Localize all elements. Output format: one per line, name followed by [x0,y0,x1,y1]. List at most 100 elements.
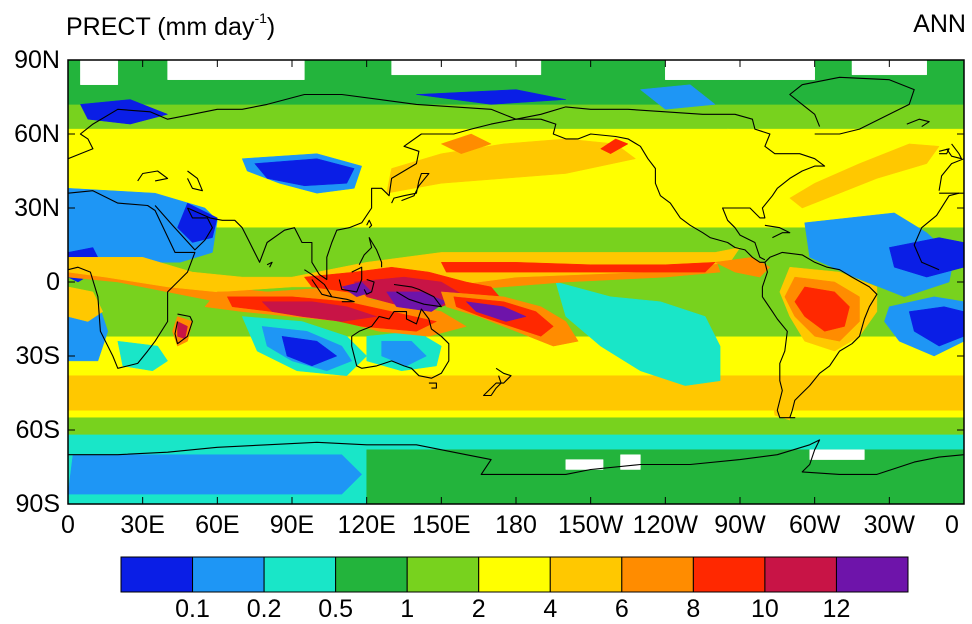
coastline-24 [764,224,791,239]
lat-label-2: 30N [14,194,60,222]
colorbar-swatch-8 [692,556,766,593]
season-label: ANN [913,10,966,38]
units-suffix: ) [266,13,276,41]
coastlines [68,76,964,475]
precip-region-62 [391,60,542,76]
coastline-27 [68,439,964,475]
lat-label-6: 90S [15,490,60,518]
colorbar-label-4: 2 [471,595,486,623]
colorbar-swatch-10 [835,556,909,593]
precip-region-65 [809,449,865,460]
colorbar-swatch-6 [549,556,623,593]
precip-region-53 [794,286,850,332]
coastline-29 [938,148,950,155]
lon-label-9: 90W [714,511,766,539]
plot-title: PRECT (mm day-1) [66,2,275,43]
coastline-4 [187,118,517,281]
precip-region-11 [727,128,816,169]
colorbar-label-3: 1 [400,595,415,623]
colorbar-label-6: 6 [614,595,629,623]
precipitation-field [68,60,964,504]
precip-region-28 [908,306,964,347]
colorbar-label-9: 12 [822,595,851,623]
coastline-18 [428,382,437,389]
units-prefix: (mm day [157,13,255,41]
axis-ticks [67,59,965,505]
colorbar-label-2: 0.5 [318,595,353,623]
precip-region-16 [254,158,355,187]
coastline-15 [363,278,375,295]
precip-region-8 [68,454,363,495]
precip-region-18 [416,89,566,105]
coastline-2 [913,192,960,271]
coastline-11 [358,237,383,268]
colorbar-swatch-7 [621,556,694,593]
coastline-7 [137,170,169,182]
precip-region-66 [565,459,604,470]
colorbar-swatch-2 [263,556,337,593]
precip-region-26 [555,281,721,386]
precip-region-63 [665,60,815,80]
coastline-8 [187,170,203,192]
precip-region-4 [68,375,964,411]
precip-region-22 [888,237,964,278]
lon-label-11: 30W [863,511,916,539]
coastline-19 [483,367,512,397]
colorbar-swatch-0 [120,556,194,593]
colorbar-label-8: 10 [751,595,779,623]
coastline-23 [515,106,826,261]
coastline-28 [946,143,963,160]
coastline-6 [938,158,964,191]
coastline-26 [761,251,878,419]
lon-label-10: 60W [788,511,841,539]
colorbar-swatch-5 [478,556,551,593]
coastline-16 [393,283,442,308]
coastline-13 [331,296,355,303]
precip-region-58 [600,138,629,154]
colorbar [120,556,909,593]
colorbar-label-0: 0.1 [175,595,210,623]
lat-label-0: 90N [14,46,60,74]
colorbar-label-1: 0.2 [246,595,282,623]
lat-label-3: 0 [46,268,60,296]
precip-region-21 [804,212,955,298]
precip-region-14 [177,202,218,243]
precip-region-64 [851,60,927,76]
lon-label-2: 60E [195,511,240,539]
coastline-20 [174,313,193,345]
colorbar-label-7: 8 [686,595,701,623]
precip-region-19 [639,84,716,110]
units-exponent: -1 [254,10,267,26]
colorbar-swatch-9 [764,556,837,593]
precip-region-48 [465,301,527,322]
coastline-9 [391,172,430,204]
lat-label-4: 30S [15,342,60,370]
precip-region-49 [440,262,716,273]
lon-label-0: 0 [61,511,75,539]
lon-label-7: 150W [558,511,624,539]
coastline-21 [266,261,273,268]
coastline-25 [789,76,915,135]
lon-label-1: 30E [120,511,165,539]
colorbar-swatch-3 [335,556,408,593]
precip-region-41 [261,301,377,322]
coastline-10 [366,219,373,229]
lat-label-1: 60N [14,120,60,148]
coastline-30 [906,118,930,128]
precip-region-54 [68,286,104,322]
precip-region-10 [789,143,940,209]
coastline-17 [351,308,450,379]
precip-region-33 [281,336,338,367]
lon-label-4: 120E [337,511,396,539]
precip-region-50 [714,257,771,278]
lon-label-5: 150E [412,511,471,539]
lon-label-3: 90E [269,511,315,539]
coastline-3 [154,205,213,251]
precip-region-67 [620,454,641,470]
coastline-1 [68,190,196,369]
colorbar-swatch-1 [192,556,265,593]
colorbar-swatch-4 [406,556,480,593]
precip-region-60 [80,60,119,85]
precip-region-36 [117,340,168,372]
